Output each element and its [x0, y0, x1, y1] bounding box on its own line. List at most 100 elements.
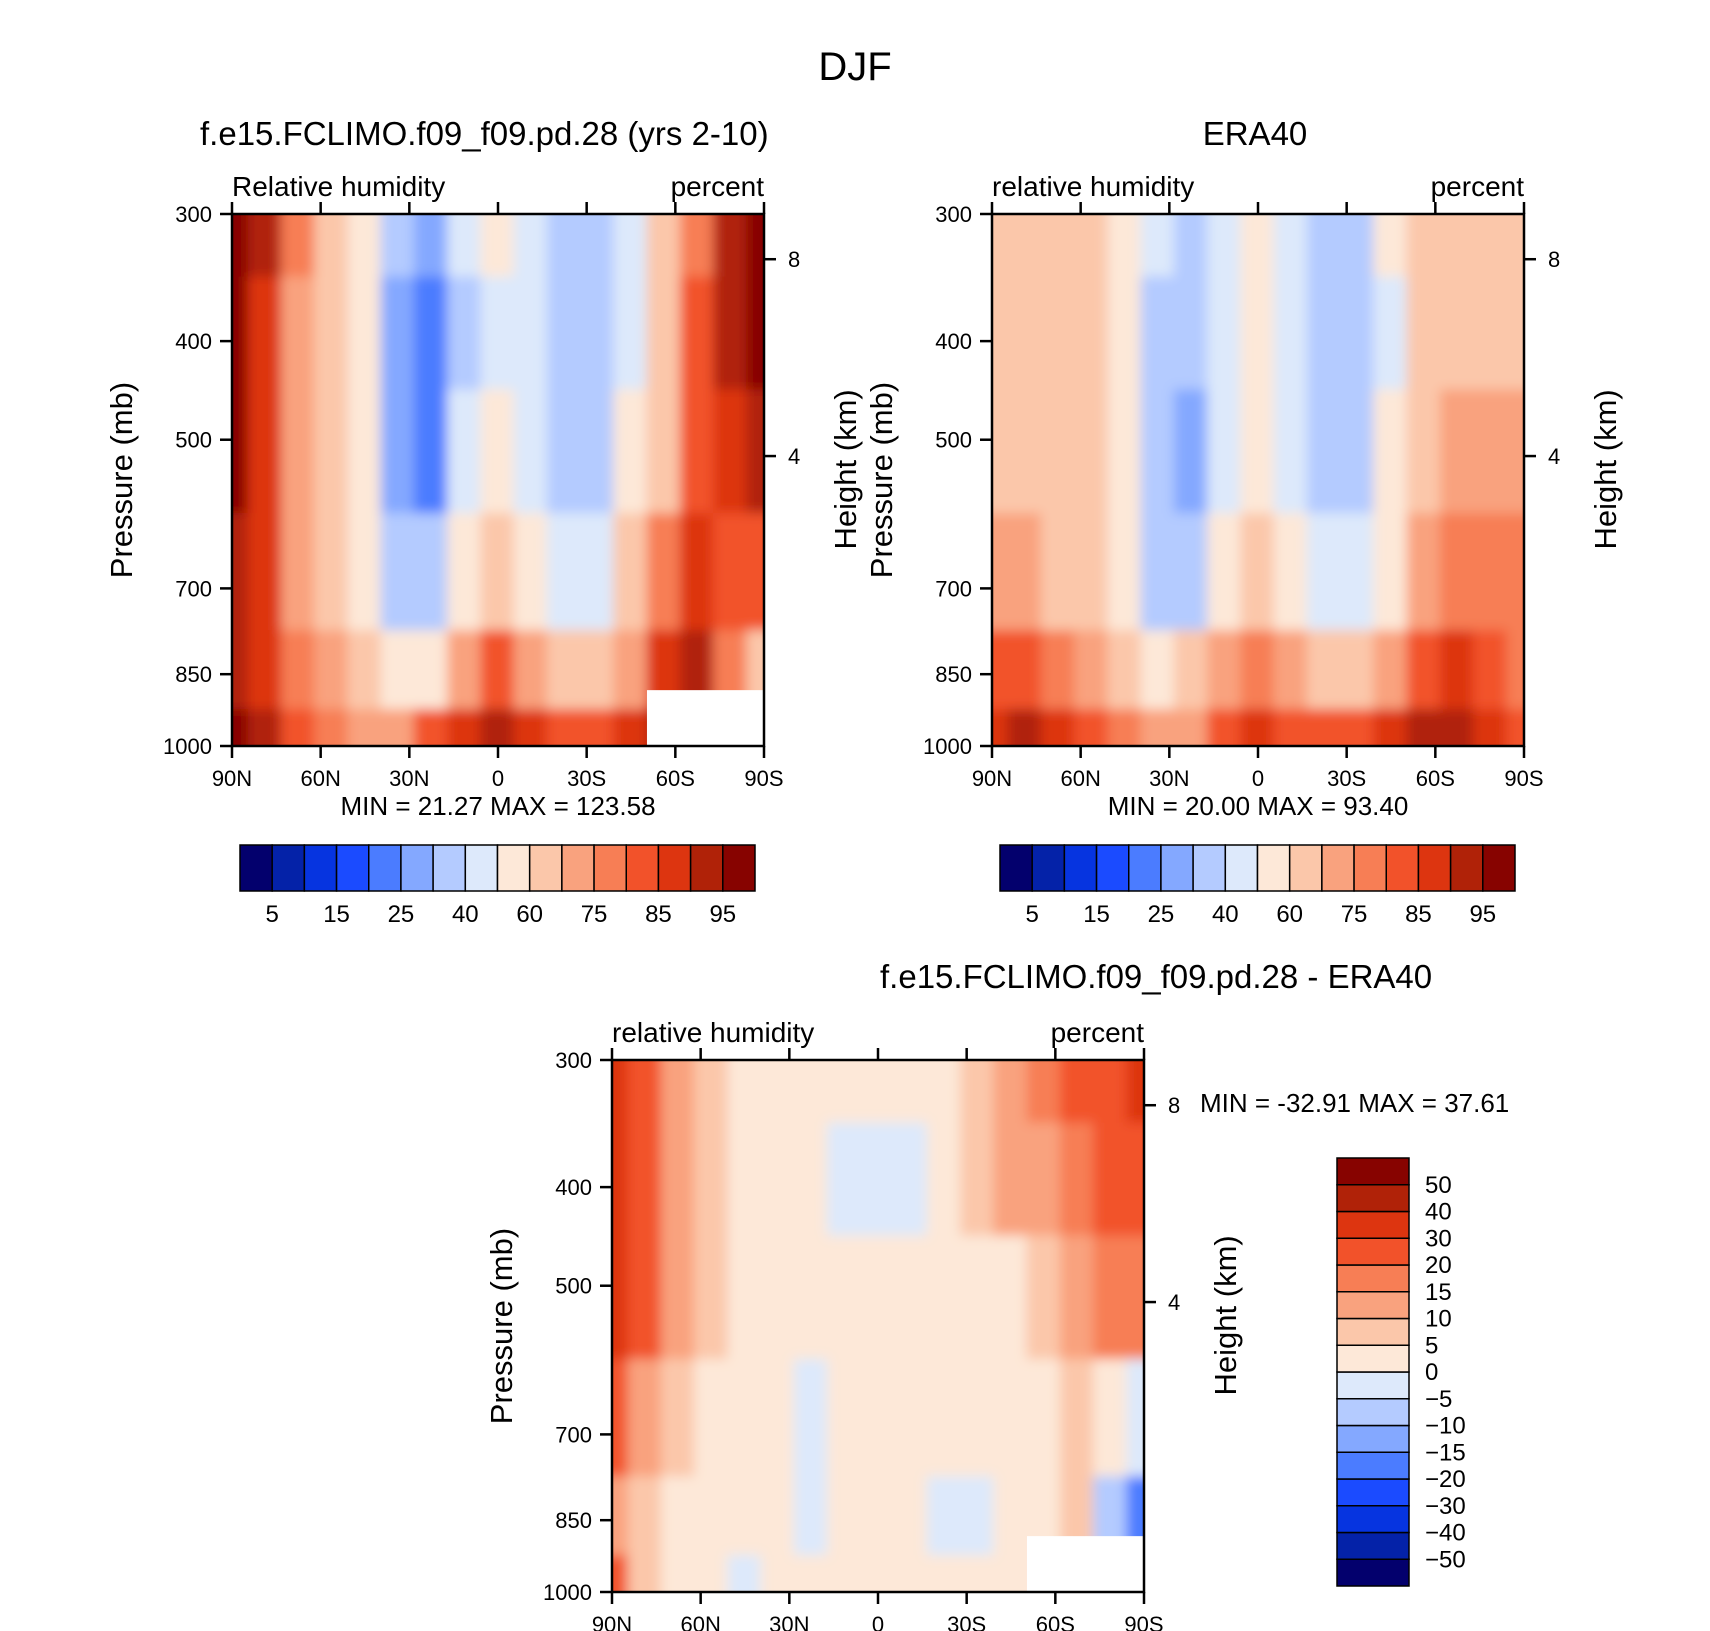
heatmap-cell: [1306, 630, 1343, 712]
heatmap-cell: [627, 1359, 663, 1479]
heatmap-cell: [1506, 513, 1524, 633]
heatmap-cell: [960, 1235, 996, 1362]
heatmap-cell: [1506, 389, 1524, 516]
heatmap-cell: [380, 709, 416, 746]
heatmap-cell: [1340, 709, 1376, 746]
heatmap-cell: [1173, 630, 1210, 712]
x-tick-label: 60N: [300, 766, 340, 791]
y-tick-label: 500: [175, 428, 212, 453]
heatmap-cell: [660, 1359, 697, 1479]
stats-text: MIN = 21.27 MAX = 123.58: [340, 791, 655, 821]
heatmap-cell: [1074, 214, 1110, 279]
heatmap-cell: [992, 630, 1010, 712]
heatmap-cell: [760, 1555, 796, 1592]
heatmap-cell: [1373, 389, 1409, 516]
x-tick-label: 60N: [1060, 766, 1100, 791]
heatmap-cell: [992, 214, 1010, 279]
heatmap-cell: [893, 1060, 929, 1125]
heatmap-cell: [1240, 214, 1276, 279]
heatmap-cell: [1273, 630, 1309, 712]
colorbar-label: 50: [1425, 1172, 1452, 1199]
heatmap-cell: [247, 214, 283, 279]
heatmap-cell: [314, 389, 350, 516]
heatmap-cell: [247, 709, 283, 746]
colorbar-label: 60: [1276, 901, 1303, 928]
heatmap-cell: [612, 1060, 630, 1125]
y-tick-label: 1000: [163, 734, 212, 759]
heatmap-cell: [627, 1060, 663, 1125]
colorbar-swatch: [239, 844, 273, 892]
heatmap-cell: [1506, 709, 1524, 746]
heatmap-cell: [513, 513, 549, 633]
heatmap-cell: [1173, 513, 1210, 633]
heatmap-cell: [314, 276, 350, 392]
colorbar-label: 40: [452, 901, 479, 928]
heatmap-cell: [992, 709, 1010, 746]
heatmap-cell: [413, 630, 450, 712]
x-tick-label: 60S: [1416, 766, 1455, 791]
heatmap-cell: [1406, 709, 1442, 746]
heatmap-cell: [727, 1122, 763, 1238]
colorbar-swatch: [1160, 844, 1194, 892]
heatmap-cell: [926, 1060, 963, 1125]
height-tick-label: 8: [788, 247, 800, 272]
heatmap-cell: [1074, 389, 1110, 516]
heatmap-cell: [694, 1122, 730, 1238]
panel-left-label: relative humidity: [992, 171, 1194, 202]
heatmap-cell: [480, 214, 516, 279]
heatmap-cell: [926, 1235, 963, 1362]
heatmap-cell: [926, 1476, 963, 1558]
heatmap-cell: [646, 214, 682, 279]
heatmap-cell: [893, 1359, 929, 1479]
colorbar-swatch: [1449, 844, 1484, 892]
heatmap-cell: [447, 389, 483, 516]
heatmap-cell: [627, 1476, 663, 1558]
colorbar-swatch: [368, 844, 402, 892]
heatmap-cell: [660, 1555, 697, 1592]
heatmap-cell: [1439, 709, 1476, 746]
heatmap-cell: [746, 513, 764, 633]
heatmap-cell: [347, 630, 383, 712]
heatmap-cell: [646, 513, 682, 633]
heatmap-cell: [580, 513, 616, 633]
heatmap-cell: [1007, 389, 1043, 516]
colorbar-label: −15: [1425, 1439, 1466, 1466]
y-tick-label: 850: [175, 662, 212, 687]
heatmap-cell: [1026, 1235, 1062, 1362]
heatmap-cell: [760, 1060, 796, 1125]
height-tick-label: 8: [1548, 247, 1560, 272]
x-tick-label: 30N: [389, 766, 429, 791]
colorbar-label: 30: [1425, 1225, 1452, 1252]
colorbar-swatch: [464, 844, 499, 892]
heatmap-cell: [480, 709, 516, 746]
colorbar: 5 15 25 40 60 75 85 95: [999, 844, 1516, 928]
heatmap-cell: [694, 1235, 730, 1362]
colorbar-swatch: [1336, 1478, 1410, 1507]
heatmap-cell: [1240, 709, 1276, 746]
heatmap-cell: [1140, 513, 1176, 633]
y-tick-label: 850: [935, 662, 972, 687]
colorbar-label: −40: [1425, 1520, 1466, 1547]
heatmap-cell: [646, 389, 682, 516]
heatmap-cell: [413, 513, 450, 633]
y-axis-title-right: Height (km): [828, 389, 863, 549]
colorbar: 5 15 25 40 60 75 85 95: [239, 844, 756, 928]
heatmap-cell: [627, 1555, 663, 1592]
heatmap-cell: [612, 1476, 630, 1558]
heatmap-cell: [1126, 1122, 1144, 1238]
panel-left-label: Relative humidity: [232, 171, 445, 202]
colorbar-label: −20: [1425, 1466, 1466, 1493]
y-tick-label: 400: [555, 1175, 592, 1200]
x-tick-label: 90N: [972, 766, 1012, 791]
heatmap-cell: [1306, 276, 1343, 392]
heatmap-cell: [860, 1122, 896, 1238]
heatmap-cell: [580, 214, 616, 279]
colorbar-label: 15: [1083, 901, 1110, 928]
heatmap-cell: [380, 214, 416, 279]
heatmap-cell: [1473, 630, 1509, 712]
x-tick-label: 0: [492, 766, 504, 791]
colorbar-swatch: [1385, 844, 1420, 892]
heatmap-cell: [1107, 276, 1143, 392]
